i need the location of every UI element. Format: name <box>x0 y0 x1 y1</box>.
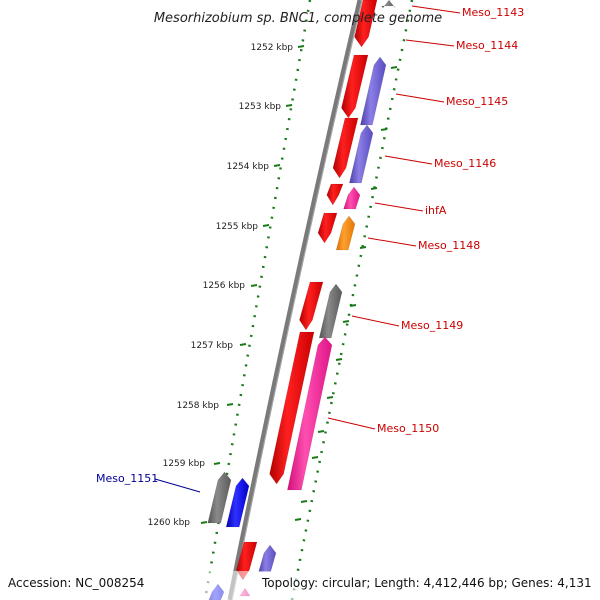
gene-label[interactable]: Meso_1149 <box>401 319 463 332</box>
ruler-tick <box>342 320 350 323</box>
ruler-tick <box>359 246 367 249</box>
gene-orange <box>335 215 356 251</box>
accession-text: Accession: NC_008254 <box>8 576 144 590</box>
ruler-tick <box>300 500 308 503</box>
cds-red <box>326 183 344 206</box>
ruler-tick <box>311 456 319 459</box>
ruler-tick <box>349 304 357 307</box>
kbp-label: 1255 kbp <box>216 222 259 232</box>
kbp-label: 1258 kbp <box>177 401 220 411</box>
gene-label[interactable]: Meso_1148 <box>418 239 480 252</box>
map-title: Mesorhizobium sp. BNC1, complete genome <box>154 11 442 26</box>
kbp-label: 1260 kbp <box>148 518 191 528</box>
gene-label[interactable]: Meso_1144 <box>456 39 518 52</box>
leader-line <box>327 417 376 430</box>
leader-line <box>405 39 455 47</box>
ruler-tick <box>226 403 234 406</box>
cds-red <box>354 0 378 48</box>
kbp-label: 1257 kbp <box>191 341 234 351</box>
ruler-tick <box>335 358 343 361</box>
gene-gray <box>207 471 232 524</box>
genome-backbone <box>227 0 363 600</box>
gene-magenta <box>287 336 333 491</box>
label-leader-lines <box>154 5 461 493</box>
cds-red <box>341 54 369 119</box>
ruler-dotted-line <box>290 0 414 600</box>
kbp-label: 1256 kbp <box>203 281 246 291</box>
cds-red <box>269 331 315 485</box>
ruler-tick <box>273 164 281 167</box>
ruler-ticks <box>200 45 398 524</box>
kbp-label: 1259 kbp <box>163 459 206 469</box>
gene-blue <box>225 477 250 528</box>
ruler-tick <box>239 343 247 346</box>
ruler-tick <box>390 66 398 69</box>
kbp-label: 1253 kbp <box>239 102 282 112</box>
leader-line <box>351 315 400 327</box>
gene-purple <box>258 544 277 573</box>
leader-line <box>154 478 201 493</box>
kbp-label: 1252 kbp <box>251 43 294 53</box>
cds-red <box>332 117 359 179</box>
topology-text: Topology: circular; Length: 4,412,446 bp… <box>261 576 592 590</box>
ruler-tick <box>262 224 270 227</box>
ruler-tick <box>326 396 334 399</box>
ruler-tick <box>200 521 208 524</box>
leader-line <box>367 237 417 247</box>
leader-line <box>374 202 424 212</box>
gene-labels: Meso_1143 Meso_1144 Meso_1145 Meso_1146 … <box>96 6 524 485</box>
cds-red <box>317 212 338 244</box>
gene-purple <box>360 56 387 126</box>
gene-label[interactable]: Meso_1150 <box>377 422 439 435</box>
footer-backdrop <box>0 571 600 600</box>
ruler-tick <box>380 128 388 131</box>
leader-line <box>411 5 461 14</box>
ruler-dotted-line <box>203 0 312 600</box>
gene-label[interactable]: Meso_1145 <box>446 95 508 108</box>
gene-purple <box>349 124 374 184</box>
gene-magenta <box>343 186 361 210</box>
kbp-label: 1254 kbp <box>227 162 270 172</box>
ruler-tick <box>250 284 258 287</box>
kbp-labels: 1252 kbp 1253 kbp 1254 kbp 1255 kbp 1256… <box>148 43 294 528</box>
ruler-dotted-lines <box>203 0 414 600</box>
ruler-tick <box>285 104 293 107</box>
gene-label[interactable]: Meso_1146 <box>434 157 496 170</box>
gene-gray <box>318 283 343 339</box>
ruler-tick <box>317 430 325 433</box>
gene-label[interactable]: ihfA <box>425 204 447 217</box>
ruler-tick <box>297 45 305 48</box>
gene-label[interactable]: Meso_1151 <box>96 472 158 485</box>
gene-label[interactable]: Meso_1143 <box>462 6 524 19</box>
ruler-tick <box>370 187 378 190</box>
gene-gray <box>381 0 396 9</box>
ruler-tick <box>294 518 302 521</box>
leader-line <box>384 155 433 165</box>
leader-line <box>395 93 445 103</box>
cds-red <box>299 281 324 331</box>
ruler-tick <box>213 462 221 465</box>
gene-features <box>207 0 396 600</box>
